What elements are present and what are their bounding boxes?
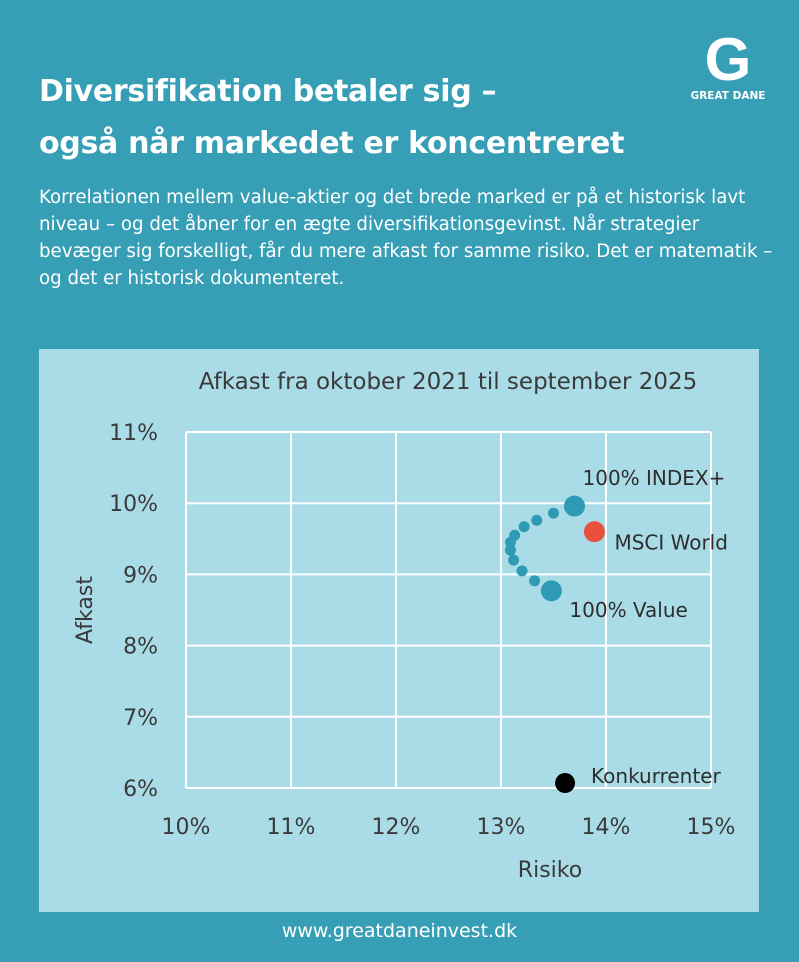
data-point (504, 536, 516, 548)
x-tick-label: 14% (582, 815, 631, 840)
data-point (564, 495, 585, 517)
data-point (531, 514, 543, 526)
y-tick-label: 9% (123, 563, 158, 588)
logo-letter: G (704, 26, 752, 93)
data-point (516, 565, 528, 577)
data-point (583, 521, 605, 543)
data-label: 100% Value (569, 598, 687, 622)
data-point (555, 773, 576, 794)
y-tick-label: 11% (109, 421, 158, 446)
intro-paragraph: Korrelationen mellem value-aktier og det… (39, 187, 773, 289)
y-tick-label: 10% (109, 492, 158, 517)
y-tick-label: 6% (123, 777, 158, 802)
chart-title: Afkast fra oktober 2021 til september 20… (199, 369, 698, 395)
title-line-1: Diversifikation betaler sig – (39, 74, 497, 109)
x-tick-label: 13% (477, 815, 526, 840)
x-tick-label: 12% (372, 815, 421, 840)
x-tick-label: 15% (687, 815, 736, 840)
y-tick-label: 8% (123, 635, 158, 660)
y-axis-label: Afkast (73, 576, 98, 644)
y-tick-label: 7% (123, 706, 158, 731)
logo-text: GREAT DANE (690, 90, 766, 102)
data-point (504, 544, 516, 556)
data-label: Konkurrenter (591, 764, 721, 788)
great-dane-logo: G GREAT DANE (688, 26, 768, 103)
title-line-2: også når markedet er koncentreret (39, 126, 625, 161)
x-tick-label: 10% (162, 815, 211, 840)
data-label: MSCI World (614, 531, 728, 555)
x-axis-label: Risiko (518, 858, 582, 883)
data-label: 100% INDEX+ (583, 466, 726, 490)
x-tick-label: 11% (267, 815, 316, 840)
data-point (529, 575, 541, 587)
data-point (508, 554, 520, 566)
data-point (548, 507, 559, 519)
chart-panel: Afkast fra oktober 2021 til september 20… (39, 349, 759, 912)
scatter-chart: Afkast fra oktober 2021 til september 20… (73, 369, 736, 883)
data-point (518, 521, 530, 533)
page-title: Diversifikation betaler sig – også når m… (39, 66, 624, 170)
data-point (540, 580, 562, 602)
website-footer: www.greatdaneinvest.dk (281, 920, 518, 942)
